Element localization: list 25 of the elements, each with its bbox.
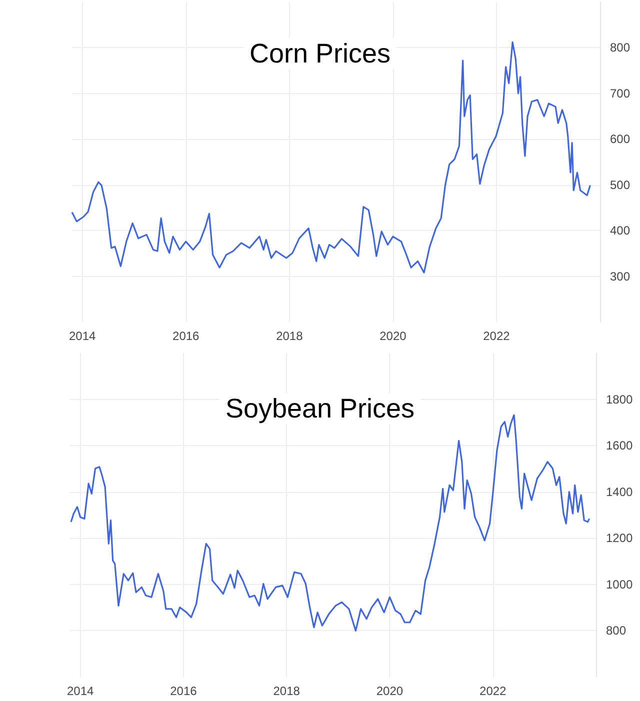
x-tick-label: 2022 xyxy=(483,329,510,343)
x-tick-label: 2020 xyxy=(376,684,404,698)
y-tick-label: 800 xyxy=(606,624,626,638)
y-tick-label: 800 xyxy=(610,40,630,55)
x-tick-label: 2014 xyxy=(66,684,94,698)
text: Soybean Prices xyxy=(225,394,415,424)
x-tick-label: 2014 xyxy=(69,329,96,343)
y-tick-label: 400 xyxy=(610,224,630,238)
y-tick-label: 700 xyxy=(610,86,630,100)
line-series xyxy=(71,41,591,274)
y-tick-label: 1200 xyxy=(606,531,634,546)
x-tick-label: 2018 xyxy=(273,684,300,698)
y-tick-label: 1400 xyxy=(606,484,634,499)
x-tick-label: 2022 xyxy=(480,684,507,698)
y-tick-label: 300 xyxy=(610,269,630,284)
x-tick-label: 2016 xyxy=(172,329,200,343)
x-tick-label: 2018 xyxy=(276,329,304,343)
y-tick-label: 1800 xyxy=(606,392,634,406)
y-tick-label: 500 xyxy=(610,178,630,192)
x-tick-label: 2020 xyxy=(380,329,407,343)
text: Corn Prices xyxy=(249,38,391,68)
y-tick-label: 1600 xyxy=(606,438,634,453)
y-tick-label: 600 xyxy=(610,132,630,146)
x-tick-label: 2016 xyxy=(170,684,198,698)
y-tick-label: 1000 xyxy=(606,577,634,592)
